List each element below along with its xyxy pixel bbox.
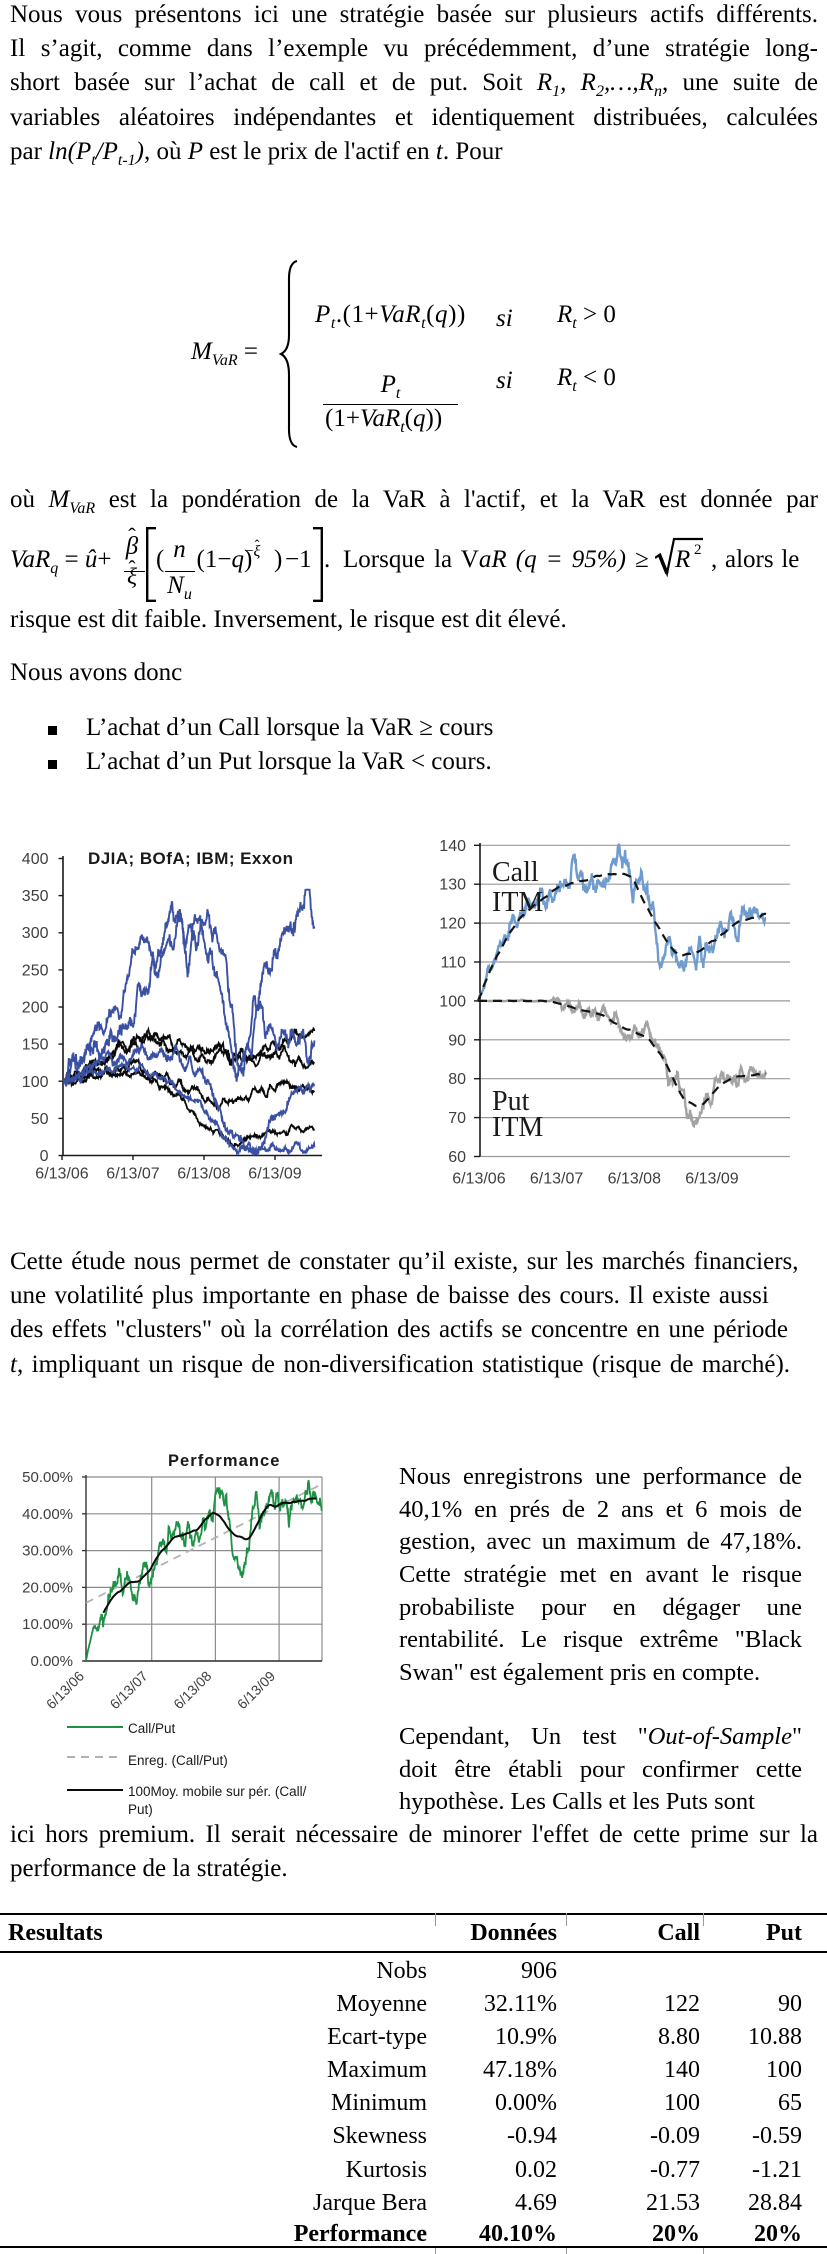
svg-text:6/13/09: 6/13/09	[685, 1171, 738, 1188]
svg-text:ITM: ITM	[492, 1112, 543, 1143]
svg-text:DJIA; BOfA; IBM; Exxon: DJIA; BOfA; IBM; Exxon	[88, 849, 293, 868]
svg-text:130: 130	[439, 877, 466, 894]
svg-text:70: 70	[448, 1110, 466, 1127]
svg-text:50.00%: 50.00%	[22, 1469, 73, 1486]
svg-text:Call/Put: Call/Put	[128, 1721, 176, 1736]
svg-text:100Moy. mobile sur pér. (Call/: 100Moy. mobile sur pér. (Call/	[128, 1784, 307, 1799]
svg-text:6/13/09: 6/13/09	[234, 1668, 278, 1712]
svg-text:Call: Call	[492, 857, 539, 888]
svg-text:100: 100	[439, 993, 466, 1010]
svg-text:350: 350	[22, 888, 49, 905]
svg-text:20.00%: 20.00%	[22, 1579, 73, 1596]
svg-text:250: 250	[22, 962, 49, 979]
svg-text:10.00%: 10.00%	[22, 1616, 73, 1633]
svg-text:120: 120	[439, 916, 466, 933]
svg-text:200: 200	[22, 1000, 49, 1017]
svg-text:6/13/08: 6/13/08	[177, 1166, 230, 1183]
svg-text:0.00%: 0.00%	[30, 1653, 73, 1670]
svg-text:400: 400	[22, 851, 49, 868]
svg-text:6/13/06: 6/13/06	[35, 1166, 88, 1183]
svg-text:30.00%: 30.00%	[22, 1543, 73, 1560]
svg-text:80: 80	[448, 1071, 466, 1088]
svg-text:100: 100	[22, 1074, 49, 1091]
svg-text:300: 300	[22, 925, 49, 942]
svg-text:6/13/06: 6/13/06	[452, 1171, 505, 1188]
svg-text:Performance: Performance	[168, 1452, 280, 1470]
svg-text:90: 90	[448, 1032, 466, 1049]
svg-text:Put): Put)	[128, 1802, 153, 1817]
svg-text:50: 50	[31, 1111, 49, 1128]
svg-text:60: 60	[448, 1149, 466, 1166]
svg-text:110: 110	[440, 955, 466, 972]
svg-text:6/13/08: 6/13/08	[608, 1171, 661, 1188]
svg-text:Enreg. (Call/Put): Enreg. (Call/Put)	[128, 1753, 228, 1768]
svg-text:140: 140	[439, 838, 466, 855]
svg-text:6/13/07: 6/13/07	[106, 1668, 150, 1712]
svg-text:ITM: ITM	[492, 887, 543, 918]
svg-text:40.00%: 40.00%	[22, 1506, 73, 1523]
svg-text:6/13/07: 6/13/07	[530, 1171, 583, 1188]
svg-text:6/13/08: 6/13/08	[170, 1668, 214, 1712]
svg-text:0: 0	[40, 1148, 49, 1165]
svg-text:Put: Put	[492, 1086, 530, 1117]
svg-text:150: 150	[22, 1037, 49, 1054]
svg-text:6/13/07: 6/13/07	[106, 1166, 159, 1183]
svg-text:6/13/06: 6/13/06	[43, 1668, 87, 1712]
svg-text:6/13/09: 6/13/09	[248, 1166, 301, 1183]
